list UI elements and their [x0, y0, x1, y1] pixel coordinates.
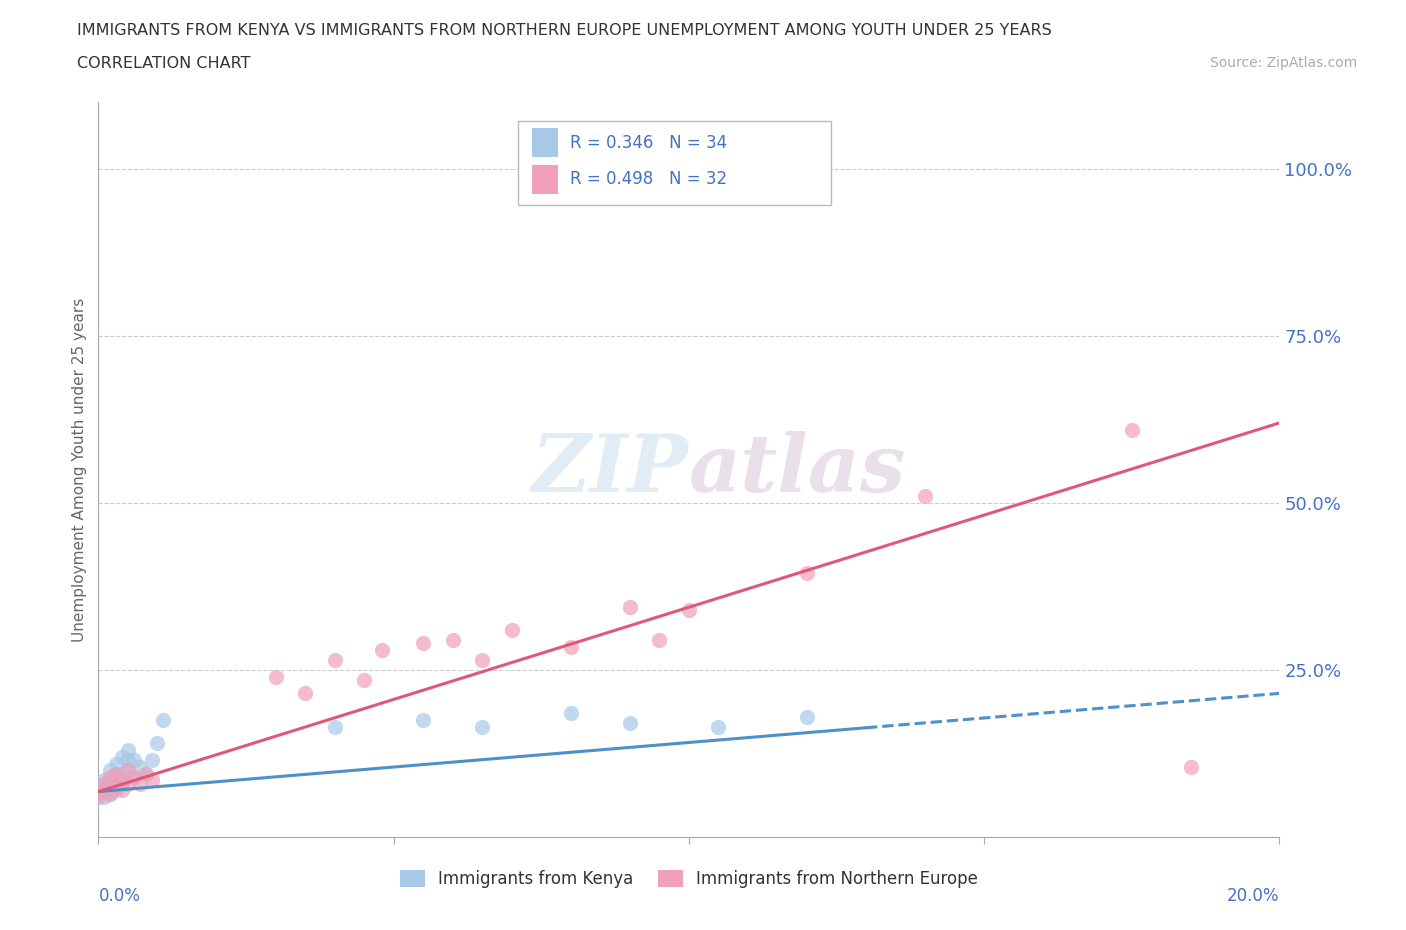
Point	[98, 786, 121, 801]
Point	[135, 766, 157, 781]
Point	[1121, 422, 1143, 437]
Point	[105, 756, 128, 771]
Point	[105, 779, 128, 794]
Point	[93, 783, 115, 798]
Bar	[531, 165, 558, 194]
Point	[707, 720, 730, 735]
Text: 0.0%: 0.0%	[98, 887, 141, 905]
Point	[1180, 760, 1202, 775]
Point	[141, 752, 163, 767]
Point	[141, 773, 163, 788]
Point	[93, 773, 115, 788]
Point	[122, 769, 145, 784]
Point	[111, 766, 134, 781]
Point	[135, 766, 157, 781]
Point	[146, 736, 169, 751]
Point	[323, 720, 346, 735]
Point	[87, 786, 110, 801]
Point	[412, 712, 434, 727]
Point	[560, 706, 582, 721]
Point	[98, 769, 121, 784]
Point	[471, 720, 494, 735]
Point	[619, 599, 641, 614]
Point	[412, 636, 434, 651]
Legend: Immigrants from Kenya, Immigrants from Northern Europe: Immigrants from Kenya, Immigrants from N…	[392, 863, 986, 895]
Point	[93, 783, 115, 798]
Point	[353, 672, 375, 687]
Point	[264, 670, 287, 684]
Point	[122, 769, 145, 784]
Text: IMMIGRANTS FROM KENYA VS IMMIGRANTS FROM NORTHERN EUROPE UNEMPLOYMENT AMONG YOUT: IMMIGRANTS FROM KENYA VS IMMIGRANTS FROM…	[77, 23, 1052, 38]
Point	[111, 750, 134, 764]
Text: CORRELATION CHART: CORRELATION CHART	[77, 56, 250, 71]
Point	[117, 763, 139, 777]
Point	[117, 763, 139, 777]
FancyBboxPatch shape	[517, 121, 831, 206]
Point	[87, 790, 110, 804]
Point	[560, 639, 582, 654]
Point	[471, 653, 494, 668]
Point	[796, 710, 818, 724]
Point	[323, 653, 346, 668]
Point	[87, 779, 110, 794]
Text: Source: ZipAtlas.com: Source: ZipAtlas.com	[1209, 56, 1357, 70]
Text: R = 0.498   N = 32: R = 0.498 N = 32	[569, 170, 727, 189]
Point	[98, 786, 121, 801]
Text: atlas: atlas	[689, 431, 907, 509]
Point	[128, 760, 150, 775]
Point	[111, 773, 134, 788]
Point	[117, 777, 139, 791]
Point	[98, 763, 121, 777]
Point	[796, 565, 818, 580]
Point	[111, 783, 134, 798]
Text: ZIP: ZIP	[531, 431, 689, 509]
Point	[678, 603, 700, 618]
Point	[105, 773, 128, 788]
Point	[294, 686, 316, 701]
Point	[648, 632, 671, 647]
Point	[105, 766, 128, 781]
Point	[152, 712, 174, 727]
Point	[105, 766, 128, 781]
Point	[122, 752, 145, 767]
Point	[93, 777, 115, 791]
Point	[98, 779, 121, 794]
Point	[93, 790, 115, 804]
Point	[501, 622, 523, 637]
Point	[371, 643, 394, 658]
Point	[117, 752, 139, 767]
Bar	[531, 128, 558, 157]
Point	[105, 783, 128, 798]
Text: 20.0%: 20.0%	[1227, 887, 1279, 905]
Point	[619, 716, 641, 731]
Point	[98, 773, 121, 788]
Point	[128, 777, 150, 791]
Point	[117, 743, 139, 758]
Point	[441, 632, 464, 647]
Point	[93, 777, 115, 791]
Point	[914, 489, 936, 504]
Point	[111, 777, 134, 791]
Y-axis label: Unemployment Among Youth under 25 years: Unemployment Among Youth under 25 years	[72, 298, 87, 642]
Text: R = 0.346   N = 34: R = 0.346 N = 34	[569, 134, 727, 152]
